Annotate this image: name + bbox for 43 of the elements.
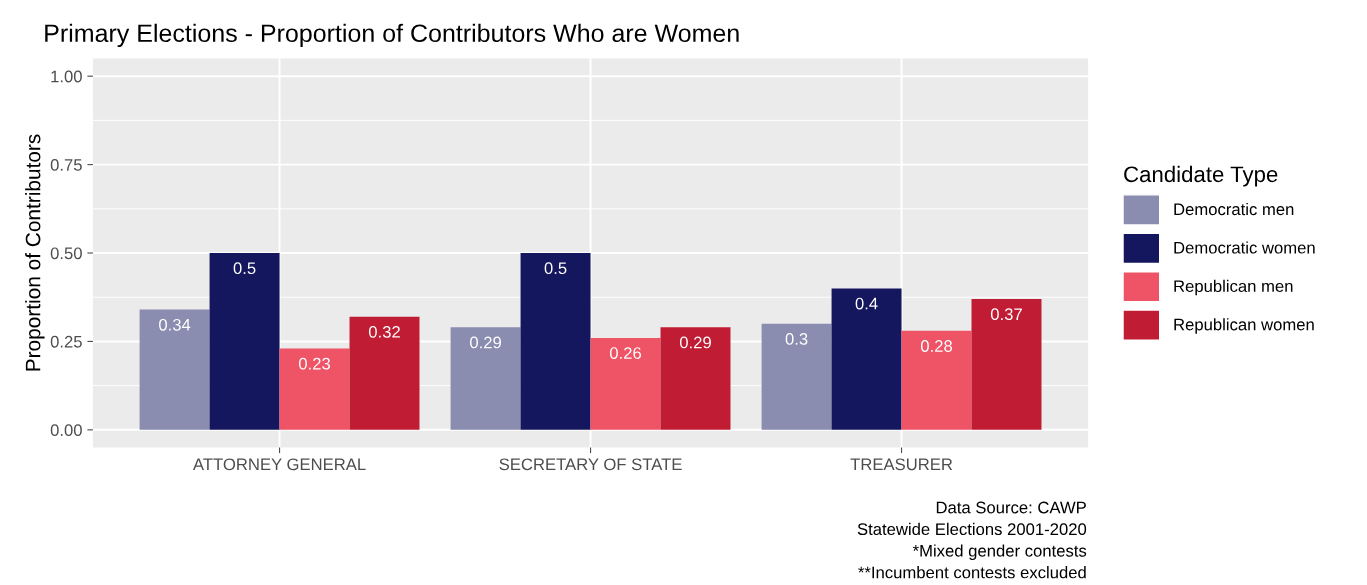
legend-label: Republican men <box>1174 279 1293 296</box>
legend-label: Republican women <box>1174 318 1314 334</box>
legend-label: Democratic men <box>1174 202 1294 216</box>
text: *Mixed gender contests <box>912 544 1087 561</box>
source-note: Data Source: CAWP <box>936 501 1086 514</box>
bar <box>590 337 661 430</box>
data-label: 0.29 <box>679 336 711 349</box>
data-label: 0.26 <box>609 347 642 359</box>
data-label: 0.32 <box>368 325 400 338</box>
legend-label: Democratic women <box>1174 241 1315 254</box>
bar <box>761 323 832 430</box>
data-label: 0.37 <box>990 308 1022 321</box>
data-label: 0.5 <box>233 262 256 275</box>
data-label: 0.23 <box>298 357 331 370</box>
y-tick-label: 0.25 <box>50 335 82 348</box>
text: Statewide Elections 2001-2020 <box>857 522 1087 536</box>
bar <box>279 348 350 430</box>
x-tick-label: TREASURER <box>850 458 953 471</box>
bar <box>349 316 420 430</box>
data-label: 0.3 <box>785 333 808 345</box>
chart-title: Primary Elections - Proportion of Contributors Who are Women <box>45 23 739 48</box>
bar <box>660 327 731 430</box>
data-label: 0.28 <box>920 340 953 352</box>
y-tick-label: 0.00 <box>50 424 82 437</box>
y-axis-title: Proportion of Contributors <box>25 134 45 371</box>
text: **Incumbent contests excluded <box>858 566 1086 579</box>
y-tick-label: 0.50 <box>50 247 82 260</box>
x-tick-label: SECRETARY OF STATE <box>499 458 682 471</box>
data-label: 0.29 <box>470 336 502 349</box>
bar <box>139 309 210 430</box>
bar <box>831 288 902 430</box>
data-label: 0.5 <box>544 262 567 275</box>
y-tick-label: 1.00 <box>51 70 82 83</box>
bar <box>209 253 280 430</box>
bar <box>901 330 972 430</box>
bar <box>450 327 521 430</box>
x-tick-label: ATTORNEY GENERAL <box>192 458 366 471</box>
bar <box>520 253 591 430</box>
data-label: 0.4 <box>855 297 878 310</box>
legend-title: Candidate Type <box>1124 165 1278 187</box>
y-tick-label: 0.75 <box>50 159 82 171</box>
bar <box>971 298 1042 430</box>
data-label: 0.34 <box>159 318 191 331</box>
